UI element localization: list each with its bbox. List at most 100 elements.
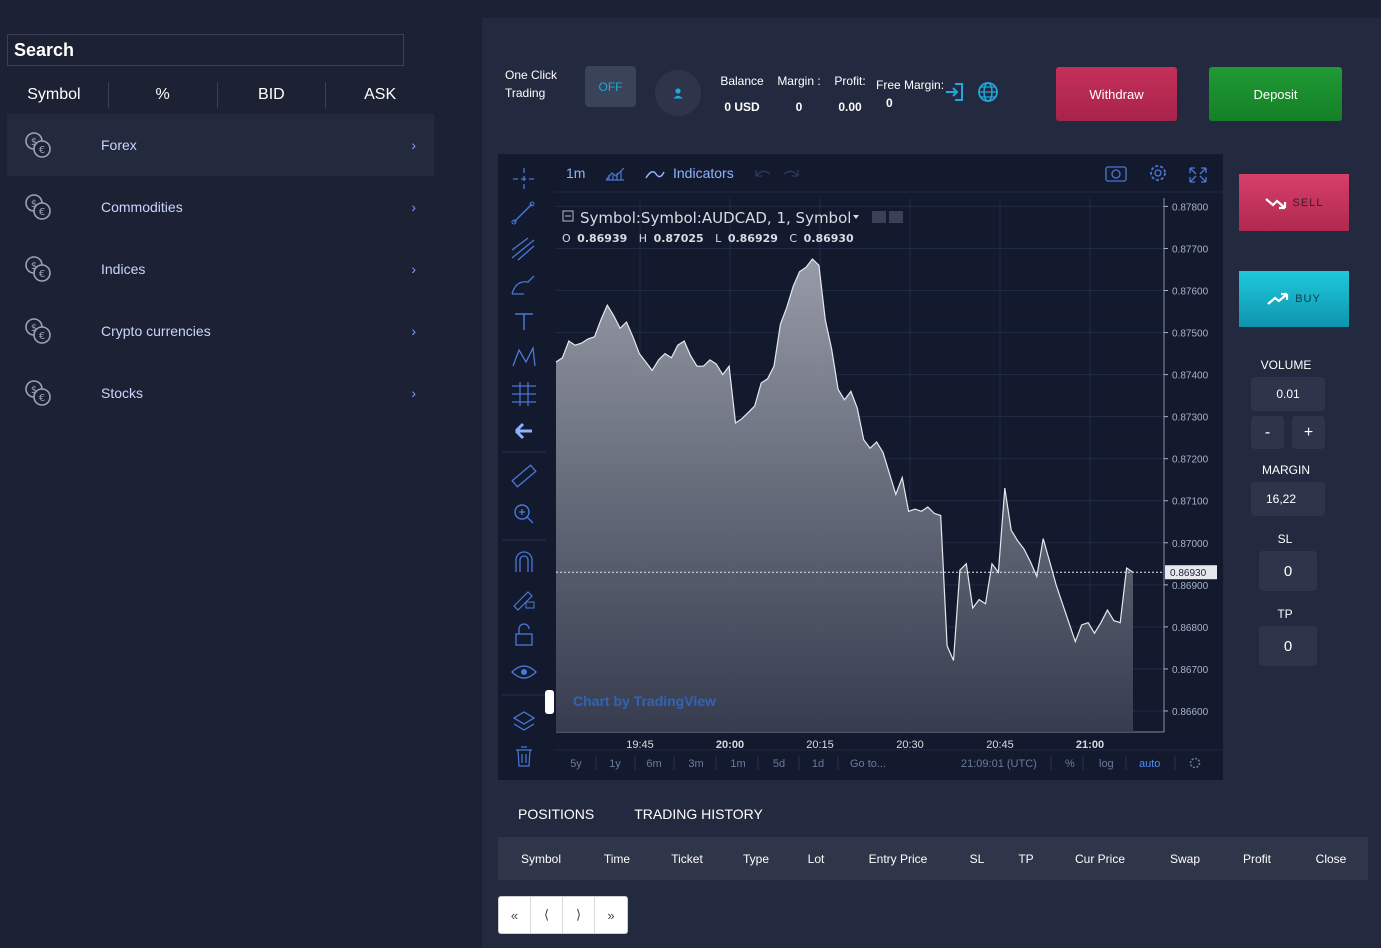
y-tick-label: 0.86700 [1172, 665, 1209, 676]
globe-icon[interactable] [977, 81, 999, 103]
category-label: Indices [101, 261, 146, 277]
layers-icon[interactable] [512, 711, 536, 731]
th-type: Type [742, 851, 769, 866]
x-tick-label: 20:00 [716, 739, 744, 751]
brush-icon[interactable] [511, 275, 535, 295]
trend-up-icon [1267, 292, 1289, 305]
camera-icon[interactable] [1105, 166, 1127, 182]
goto-button[interactable]: Go to... [850, 758, 886, 770]
currency-exchange-icon: $€ [25, 318, 51, 344]
magnet-icon[interactable] [515, 551, 533, 572]
margin-stat: Margin : 0 [773, 74, 825, 114]
pattern-icon[interactable] [512, 345, 536, 367]
tab-positions[interactable]: POSITIONS [518, 806, 595, 822]
range-1y[interactable]: 1y [609, 758, 621, 770]
sell-button[interactable]: SELL [1239, 174, 1349, 231]
utc-clock[interactable]: 21:09:01 (UTC) [961, 758, 1037, 770]
buy-button[interactable]: BUY [1239, 271, 1349, 327]
interval-button[interactable]: 1m [566, 165, 585, 181]
th-symbol: Symbol [520, 851, 561, 866]
measure-lines-icon[interactable] [512, 382, 536, 406]
settings-icon[interactable] [1150, 165, 1166, 181]
volume-minus-button[interactable]: - [1251, 416, 1284, 449]
prev-page-button[interactable]: ⟨ [531, 897, 563, 933]
positions-table-header: Symbol Time Ticket Type Lot Entry Price … [498, 837, 1368, 880]
close-label: C [789, 232, 797, 245]
legend-title[interactable]: Symbol:Symbol:AUDCAD, 1, Symbol [580, 209, 851, 227]
legend-settings-icon[interactable] [889, 211, 903, 223]
plot-area[interactable]: 0.87800 0.87700 0.87600 0.87500 0.87400 0.873… [555, 198, 1217, 751]
th-profit: Profit [1242, 851, 1271, 866]
arrow-left-icon[interactable] [514, 422, 532, 440]
range-3m[interactable]: 3m [688, 758, 703, 770]
svg-text:€: € [39, 145, 45, 156]
chart-canvas[interactable]: 1m Indicators 0.87800 0.87700 0.87600 0.875… [498, 154, 1223, 780]
auto-scale-button[interactable]: auto [1139, 758, 1160, 770]
crosshair-icon[interactable] [513, 168, 535, 190]
eye-icon[interactable] [511, 665, 537, 679]
col-bid[interactable]: BID [218, 82, 327, 108]
margin-value: 0 [795, 100, 803, 114]
range-1d[interactable]: 1d [812, 758, 824, 770]
fullscreen-icon[interactable] [1189, 167, 1207, 183]
last-page-button[interactable]: » [607, 907, 615, 923]
ruler-icon[interactable] [511, 464, 537, 488]
category-forex[interactable]: $ € Forex › [7, 114, 434, 176]
th-lot: Lot [807, 851, 825, 866]
first-page-button[interactable]: « [499, 897, 531, 933]
trend-line-icon[interactable] [511, 201, 535, 225]
category-crypto[interactable]: $ € Crypto currencies › [7, 300, 434, 362]
log-scale-button[interactable]: log [1099, 758, 1114, 770]
chevron-down-icon[interactable] [853, 215, 859, 219]
svg-text:$: $ [31, 199, 37, 210]
redo-icon[interactable] [783, 170, 799, 177]
text-tool-icon[interactable] [515, 313, 533, 330]
one-click-toggle[interactable]: OFF [585, 66, 636, 107]
category-indices[interactable]: $ € Indices › [7, 238, 434, 300]
range-settings-icon[interactable] [1189, 757, 1201, 769]
deposit-button[interactable]: Deposit [1209, 67, 1342, 121]
range-6m[interactable]: 6m [646, 758, 661, 770]
category-stocks[interactable]: $ € Stocks › [7, 362, 434, 424]
tp-input[interactable] [1259, 626, 1317, 666]
fib-icon[interactable] [511, 237, 535, 261]
withdraw-button[interactable]: Withdraw [1056, 67, 1177, 121]
visibility-icon[interactable] [872, 211, 886, 223]
svg-text:$: $ [31, 385, 37, 396]
col-ask[interactable]: ASK [364, 86, 397, 103]
category-commodities[interactable]: $ € Commodities › [7, 176, 434, 238]
search-input[interactable] [7, 34, 404, 66]
col-percent[interactable]: % [109, 82, 218, 108]
range-5y[interactable]: 5y [570, 758, 582, 770]
chart-type-icon[interactable] [605, 167, 625, 181]
lock-drawing-icon[interactable] [513, 591, 535, 611]
chart-legend: Symbol:Symbol:AUDCAD, 1, Symbol O 0.8693… [562, 209, 903, 709]
trash-icon[interactable] [516, 746, 532, 767]
col-symbol[interactable]: Symbol [0, 82, 109, 108]
next-page-button[interactable]: ⟩ [563, 897, 595, 933]
range-5d[interactable]: 5d [773, 758, 785, 770]
login-icon[interactable] [943, 81, 965, 103]
tradingview-watermark[interactable]: Chart by TradingView [573, 693, 716, 709]
unlock-icon[interactable] [515, 623, 533, 646]
avatar[interactable] [655, 70, 701, 116]
toolbar-collapse-handle[interactable] [545, 690, 554, 714]
indicators-icon[interactable] [645, 171, 665, 179]
svg-text:$: $ [31, 137, 37, 148]
zoom-in-icon[interactable] [514, 504, 534, 524]
margin-input[interactable] [1251, 482, 1325, 516]
percent-scale-button[interactable]: % [1065, 758, 1075, 770]
volume-input[interactable] [1251, 377, 1325, 411]
tab-trading-history[interactable]: TRADING HISTORY [634, 806, 763, 822]
range-1m[interactable]: 1m [730, 758, 745, 770]
balance-stat: Balance 0 USD [718, 74, 766, 114]
indicators-button[interactable]: Indicators [673, 165, 734, 181]
sl-input[interactable] [1259, 551, 1317, 591]
undo-icon[interactable] [755, 170, 771, 177]
volume-plus-button[interactable]: + [1292, 416, 1325, 449]
currency-exchange-icon: $€ [25, 194, 51, 220]
profit-value: 0.00 [838, 100, 862, 114]
y-tick-label: 0.87400 [1172, 371, 1209, 382]
series-line [555, 258, 1134, 661]
tradingview-chart[interactable]: 1m Indicators 0.87800 0.87700 0.87600 0.875… [498, 154, 1223, 780]
